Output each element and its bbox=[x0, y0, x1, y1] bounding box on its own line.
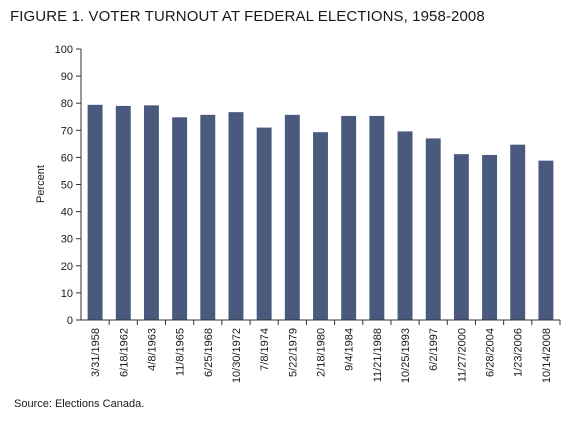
y-tick-label: 20 bbox=[61, 261, 73, 273]
bar bbox=[200, 114, 216, 320]
y-axis: 0 10 20 30 40 50 60 70 80 90 100 bbox=[55, 44, 82, 327]
bar bbox=[482, 154, 498, 320]
bar bbox=[538, 160, 554, 320]
x-tick-label: 9/4/1984 bbox=[344, 328, 356, 371]
x-tick-label: 10/30/1972 bbox=[231, 328, 243, 383]
x-tick-label: 6/18/1962 bbox=[118, 328, 130, 377]
y-tick-label: 60 bbox=[61, 152, 73, 164]
x-tick-label: 6/28/2004 bbox=[485, 328, 497, 377]
x-tick-label: 3/31/1958 bbox=[90, 328, 102, 377]
x-tick-label: 4/8/1963 bbox=[146, 328, 158, 371]
x-tick-label: 11/8/1965 bbox=[175, 328, 187, 376]
x-axis: 3/31/1958 6/18/1962 4/8/1963 11/8/1965 6/25/… bbox=[81, 319, 561, 383]
bar bbox=[369, 115, 385, 320]
y-tick-label: 90 bbox=[61, 71, 73, 83]
bar bbox=[87, 104, 103, 321]
chart-title: FIGURE 1. VOTER TURNOUT AT FEDERAL ELECT… bbox=[10, 8, 485, 25]
y-tick-label: 0 bbox=[67, 315, 73, 327]
bars-group bbox=[87, 104, 554, 321]
bar bbox=[453, 154, 469, 320]
bar bbox=[425, 138, 441, 320]
x-tick-label: 5/22/1979 bbox=[287, 328, 299, 377]
y-tick-label: 40 bbox=[61, 207, 73, 219]
y-tick-label: 10 bbox=[61, 288, 73, 300]
y-tick-label: 30 bbox=[61, 234, 73, 246]
bar bbox=[228, 112, 244, 320]
bar bbox=[172, 117, 188, 321]
y-tick-label: 100 bbox=[55, 44, 73, 56]
x-tick-label: 11/27/2000 bbox=[456, 328, 468, 382]
y-tick-label: 70 bbox=[61, 125, 73, 137]
x-tick-label: 2/18/1980 bbox=[316, 328, 328, 377]
x-tick-label: 1/23/2006 bbox=[513, 328, 525, 377]
bar bbox=[256, 127, 272, 320]
bar bbox=[115, 105, 131, 320]
bar bbox=[341, 115, 357, 320]
x-tick-label: 10/14/2008 bbox=[541, 328, 553, 383]
bar bbox=[284, 114, 300, 320]
bar bbox=[143, 105, 159, 320]
x-tick-label: 10/25/1993 bbox=[400, 328, 412, 383]
x-tick-label: 7/8/1974 bbox=[259, 328, 271, 371]
source-note: Source: Elections Canada. bbox=[14, 398, 145, 410]
x-tick-label: 6/2/1997 bbox=[428, 328, 440, 371]
y-tick-label: 80 bbox=[61, 98, 73, 110]
x-tick-label: 11/21/1988 bbox=[372, 328, 384, 382]
y-axis-label: Percent bbox=[35, 165, 47, 203]
y-tick-label: 50 bbox=[61, 180, 73, 192]
bar bbox=[313, 132, 328, 320]
bar bbox=[510, 144, 526, 320]
bar bbox=[397, 131, 413, 320]
x-tick-label: 6/25/1968 bbox=[203, 328, 215, 377]
